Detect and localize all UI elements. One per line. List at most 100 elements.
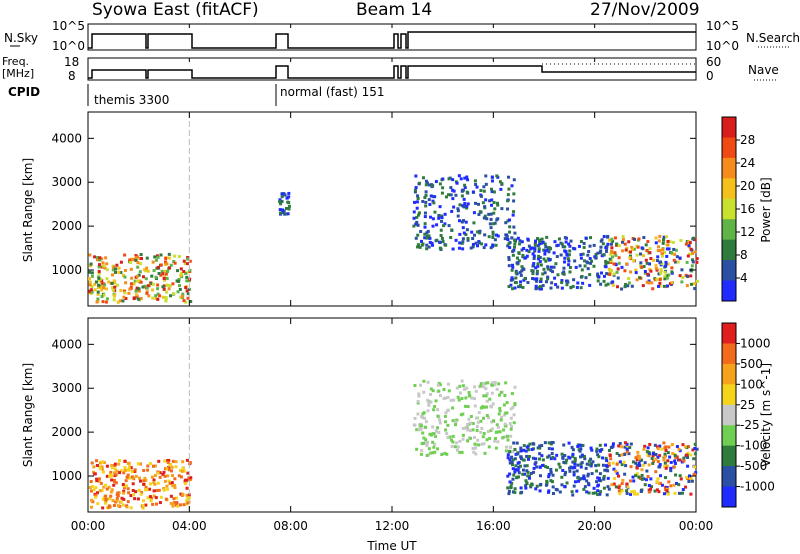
range-cell — [623, 472, 627, 476]
range-cell — [647, 484, 651, 488]
range-cell — [587, 250, 591, 254]
range-cell — [455, 441, 459, 445]
range-cell — [472, 221, 476, 225]
range-cell — [176, 504, 180, 508]
range-cell — [179, 295, 183, 299]
range-cell — [501, 435, 505, 439]
range-cell — [150, 274, 154, 278]
range-cell — [177, 254, 181, 258]
range-cell — [471, 446, 475, 450]
range-cell — [594, 256, 598, 260]
range-cell — [150, 475, 154, 479]
range-cell — [572, 473, 576, 477]
range-cell — [604, 246, 608, 250]
range-cell — [665, 486, 669, 490]
range-cell — [164, 272, 168, 276]
range-cell — [427, 234, 431, 238]
range-cell — [168, 284, 172, 288]
range-cell — [504, 449, 508, 453]
range-cell — [567, 253, 571, 257]
range-cell — [681, 443, 685, 447]
range-cell — [492, 419, 496, 423]
ytick-label: 1000 — [51, 469, 82, 483]
range-cell — [569, 239, 573, 243]
range-cell — [168, 481, 172, 485]
range-cell — [636, 450, 640, 454]
range-cell — [484, 182, 488, 186]
range-cell — [131, 258, 135, 262]
range-cell — [103, 483, 107, 487]
range-cell — [578, 264, 582, 268]
range-cell — [526, 281, 530, 285]
range-cell — [547, 473, 551, 477]
range-cell — [98, 256, 102, 260]
range-cell — [551, 455, 555, 459]
range-cell — [689, 492, 693, 496]
range-cell — [508, 422, 512, 426]
range-cell — [89, 288, 93, 292]
range-cell — [601, 463, 605, 467]
range-cell — [421, 176, 425, 180]
range-cell — [96, 285, 100, 289]
range-cell — [672, 465, 676, 469]
range-cell — [695, 260, 699, 264]
range-cell — [178, 503, 182, 507]
range-cell — [144, 503, 148, 507]
range-cell — [416, 197, 420, 201]
range-cell — [649, 269, 653, 273]
range-cell — [623, 269, 627, 273]
range-cell — [611, 239, 615, 243]
velocity-ylabel: Slant Range [km] — [21, 363, 35, 467]
range-cell — [100, 488, 104, 492]
range-cell — [166, 487, 170, 491]
beam-title: Beam 14 — [356, 0, 432, 20]
range-cell — [664, 235, 668, 239]
range-cell — [485, 405, 489, 409]
range-cell — [645, 280, 649, 284]
range-cell — [111, 268, 115, 272]
range-cell — [146, 269, 150, 273]
range-cell — [551, 473, 555, 477]
range-cell — [526, 237, 530, 241]
range-cell — [121, 482, 125, 486]
range-cell — [427, 245, 431, 249]
range-cell — [663, 461, 667, 465]
range-cell — [114, 473, 118, 477]
range-cell — [490, 198, 494, 202]
range-cell — [575, 489, 579, 493]
range-cell — [417, 428, 421, 432]
range-cell — [537, 457, 541, 461]
range-cell — [104, 300, 108, 304]
range-cell — [144, 488, 148, 492]
range-cell — [482, 394, 486, 398]
range-cell — [104, 256, 108, 260]
range-cell — [543, 242, 547, 246]
range-cell — [640, 477, 644, 481]
range-cell — [557, 237, 561, 241]
range-cell — [105, 262, 109, 266]
range-cell — [514, 276, 518, 280]
range-cell — [142, 468, 146, 472]
range-cell — [182, 269, 186, 273]
range-cell — [611, 280, 615, 284]
range-cell — [582, 241, 586, 245]
range-cell — [604, 261, 608, 265]
range-cell — [527, 448, 531, 452]
colorbar-tick-label: -100 — [740, 439, 767, 453]
range-cell — [522, 278, 526, 282]
range-cell — [117, 462, 121, 466]
range-cell — [488, 222, 492, 226]
range-cell — [586, 481, 590, 485]
range-cell — [539, 263, 543, 267]
range-cell — [507, 256, 511, 260]
range-cell — [187, 279, 191, 283]
range-cell — [171, 504, 175, 508]
range-cell — [575, 285, 579, 289]
range-cell — [93, 495, 97, 499]
range-cell — [165, 484, 169, 488]
range-cell — [588, 273, 592, 277]
range-cell — [461, 240, 465, 244]
range-cell — [188, 268, 192, 272]
range-cell — [607, 461, 611, 465]
range-cell — [687, 445, 691, 449]
